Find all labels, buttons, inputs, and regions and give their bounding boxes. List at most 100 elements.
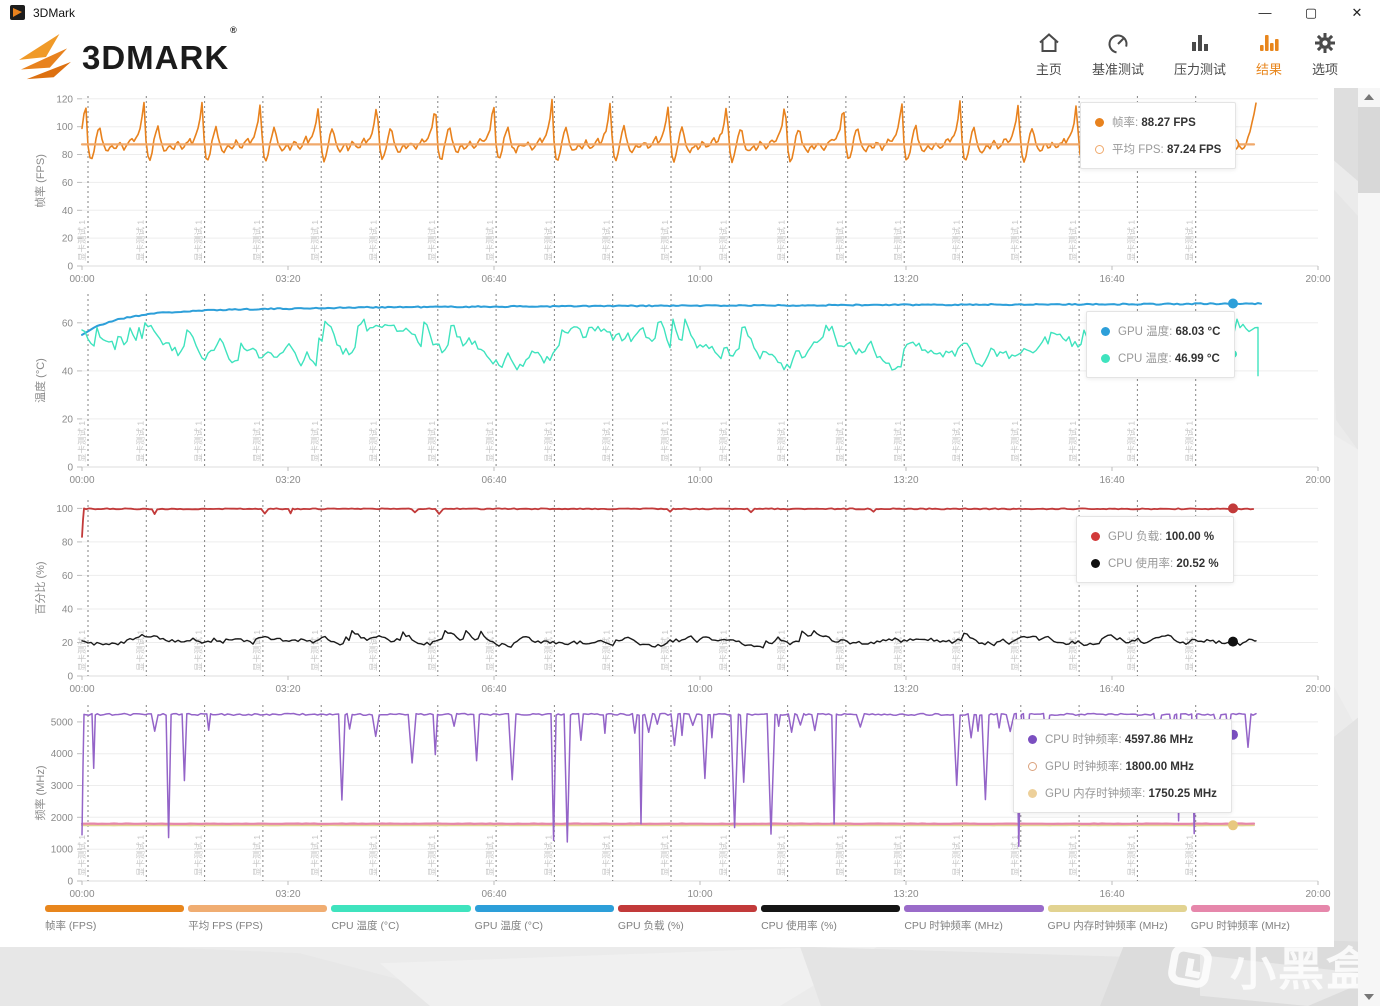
legend-item-gpu-mem-clock[interactable]: GPU 内存时钟频率 (MHz)	[1047, 905, 1187, 933]
svg-text:显卡测试 1: 显卡测试 1	[835, 421, 845, 462]
legend-swatch	[1047, 905, 1187, 912]
tooltip-row: CPU 温度: 46.99 °C	[1101, 350, 1220, 366]
scroll-down-button[interactable]	[1358, 988, 1380, 1006]
svg-text:显卡测试 1: 显卡测试 1	[135, 421, 145, 462]
tooltip-row: GPU 温度: 68.03 °C	[1101, 323, 1220, 339]
svg-text:显卡测试 1: 显卡测试 1	[660, 421, 670, 462]
svg-text:显卡测试 1: 显卡测试 1	[485, 421, 495, 462]
svg-text:120: 120	[56, 94, 73, 105]
minimize-button[interactable]: —	[1258, 5, 1272, 20]
temperature-chart-block: 0 20 40 60 00:00 03:20 06:40 10:00 13:20 16:40 20:…	[0, 283, 1334, 489]
svg-text:显卡测试 1: 显卡测试 1	[427, 835, 437, 876]
legend-item-cpu-temp[interactable]: CPU 温度 (°C)	[331, 905, 471, 933]
svg-text:显卡测试 1: 显卡测试 1	[369, 220, 379, 261]
heybox-logo-icon	[1168, 944, 1212, 988]
nav-item-home[interactable]: 主页	[1036, 31, 1062, 78]
svg-text:16:40: 16:40	[1099, 889, 1124, 900]
svg-text:显卡测试 1: 显卡测试 1	[835, 630, 845, 671]
svg-text:显卡测试 1: 显卡测试 1	[952, 835, 962, 876]
registered-mark: ®	[230, 25, 238, 35]
svg-text:显卡测试 1: 显卡测试 1	[310, 835, 320, 876]
svg-text:显卡测试 1: 显卡测试 1	[1185, 421, 1195, 462]
window-title: 3DMark	[33, 5, 76, 20]
svg-text:显卡测试 1: 显卡测试 1	[485, 220, 495, 261]
svg-text:显卡测试 1: 显卡测试 1	[485, 835, 495, 876]
svg-text:显卡测试 1: 显卡测试 1	[369, 630, 379, 671]
loop-markers: 显卡测试 1 显卡测试 1 显卡测试 1 显卡测试 1 显卡测试 1 显卡测试 1 显卡测试…	[77, 500, 1197, 676]
cpu-clock-dot-icon	[1028, 734, 1037, 744]
svg-text:0: 0	[67, 672, 73, 683]
svg-text:60: 60	[62, 571, 74, 582]
maximize-button[interactable]: ▢	[1304, 4, 1318, 20]
frequency-tooltip: CPU 时钟频率: 4597.86 MHz GPU 时钟频率: 1800.00 …	[1013, 719, 1232, 813]
svg-text:10:00: 10:00	[687, 475, 712, 486]
arrow-down-icon	[1364, 994, 1374, 1000]
svg-text:帧率 (FPS): 帧率 (FPS)	[33, 154, 47, 208]
svg-text:40: 40	[62, 366, 74, 377]
series-GPU 负载 (%)	[81, 507, 1255, 538]
svg-text:00:00: 00:00	[69, 684, 94, 695]
nav-item-benchmark[interactable]: 基准测试	[1092, 31, 1144, 78]
svg-text:20: 20	[62, 414, 74, 425]
legend-swatch	[904, 905, 1044, 912]
legend-item-avg-fps[interactable]: 平均 FPS (FPS)	[188, 905, 328, 933]
svg-text:显卡测试 1: 显卡测试 1	[485, 630, 495, 671]
svg-text:显卡测试 1: 显卡测试 1	[602, 630, 612, 671]
svg-text:06:40: 06:40	[481, 274, 506, 283]
nav-item-stress-test[interactable]: 压力测试	[1174, 31, 1226, 78]
tooltip-row: CPU 时钟频率: 4597.86 MHz	[1028, 731, 1217, 747]
nav-item-results[interactable]: 结果	[1256, 31, 1282, 78]
brand-text: 3DMARK®	[82, 25, 238, 76]
svg-text:显卡测试 1: 显卡测试 1	[310, 630, 320, 671]
svg-text:20: 20	[62, 638, 74, 649]
legend-swatch	[617, 905, 758, 912]
svg-text:显卡测试 1: 显卡测试 1	[77, 421, 87, 462]
svg-text:显卡测试 1: 显卡测试 1	[252, 220, 262, 261]
svg-text:显卡测试 1: 显卡测试 1	[252, 421, 262, 462]
fps-chart-block: 0 20 40 60 80 100 120 00:00 03:20 06:40 10:00 13:20…	[0, 88, 1334, 283]
results-panel: 0 20 40 60 80 100 120 00:00 03:20 06:40 10:00 13:20…	[0, 88, 1334, 947]
svg-text:显卡测试 1: 显卡测试 1	[718, 421, 728, 462]
svg-text:显卡测试 1: 显卡测试 1	[777, 220, 787, 261]
loop-markers: 显卡测试 1 显卡测试 1 显卡测试 1 显卡测试 1 显卡测试 1 显卡测试 1 显卡测试…	[77, 96, 1197, 266]
svg-text:显卡测试 1: 显卡测试 1	[543, 630, 553, 671]
home-icon	[1039, 33, 1059, 52]
title-bar: 3DMark — ▢ ✕	[0, 0, 1380, 25]
nav-item-options[interactable]: 选项	[1312, 31, 1338, 78]
main-nav: 主页 基准测试 压力测试 结果	[1036, 31, 1338, 78]
svg-text:00:00: 00:00	[69, 889, 94, 900]
legend-item-cpu-clock[interactable]: CPU 时钟频率 (MHz)	[904, 905, 1044, 933]
svg-text:100: 100	[56, 122, 73, 133]
svg-text:显卡测试 1: 显卡测试 1	[369, 835, 379, 876]
hover-markers	[1228, 503, 1238, 647]
svg-text:13:20: 13:20	[893, 274, 918, 283]
frequency-chart-canvas[interactable]: 0 1000 2000 3000 4000 5000 00:00 03:20 06:40 10:0…	[0, 695, 1334, 903]
svg-text:显卡测试 1: 显卡测试 1	[194, 630, 204, 671]
fps-chart-canvas[interactable]: 0 20 40 60 80 100 120 00:00 03:20 06:40 10:00 13:20…	[0, 88, 1334, 283]
svg-text:显卡测试 1: 显卡测试 1	[952, 421, 962, 462]
scrollbar-thumb[interactable]	[1358, 107, 1380, 193]
close-button[interactable]: ✕	[1351, 4, 1363, 20]
loop-markers: 显卡测试 1 显卡测试 1 显卡测试 1 显卡测试 1 显卡测试 1 显卡测试 1 显卡测试…	[77, 705, 1197, 881]
grid: 0 20 40 60 80 100 120 00:00 03:20 06:40 10:00 13:20…	[33, 94, 1331, 283]
scroll-up-button[interactable]	[1358, 88, 1380, 106]
svg-text:100: 100	[56, 504, 73, 515]
svg-text:显卡测试 1: 显卡测试 1	[777, 835, 787, 876]
series-CPU 使用率 (%)	[81, 629, 1257, 649]
svg-text:16:40: 16:40	[1099, 475, 1124, 486]
legend-item-gpu-load[interactable]: GPU 负载 (%)	[617, 905, 758, 933]
svg-text:显卡测试 1: 显卡测试 1	[1068, 421, 1078, 462]
legend-item-fps[interactable]: 帧率 (FPS)	[45, 905, 185, 933]
svg-text:显卡测试 1: 显卡测试 1	[1010, 220, 1020, 261]
utilization-chart-canvas[interactable]: 0 20 40 60 80 100 00:00 03:20 06:40 10:00 13:20 16:…	[0, 489, 1334, 695]
vertical-scrollbar[interactable]	[1358, 88, 1380, 1006]
legend-swatch	[474, 905, 614, 912]
fps-dot-icon	[1095, 117, 1104, 127]
svg-text:显卡测试 1: 显卡测试 1	[835, 220, 845, 261]
legend-item-gpu-clock[interactable]: GPU 时钟频率 (MHz)	[1190, 905, 1330, 933]
svg-text:06:40: 06:40	[481, 684, 506, 695]
background-facet	[800, 946, 1220, 1006]
legend-item-cpu-usage[interactable]: CPU 使用率 (%)	[761, 905, 901, 933]
legend-item-gpu-temp[interactable]: GPU 温度 (°C)	[474, 905, 614, 933]
svg-text:20:00: 20:00	[1305, 889, 1330, 900]
